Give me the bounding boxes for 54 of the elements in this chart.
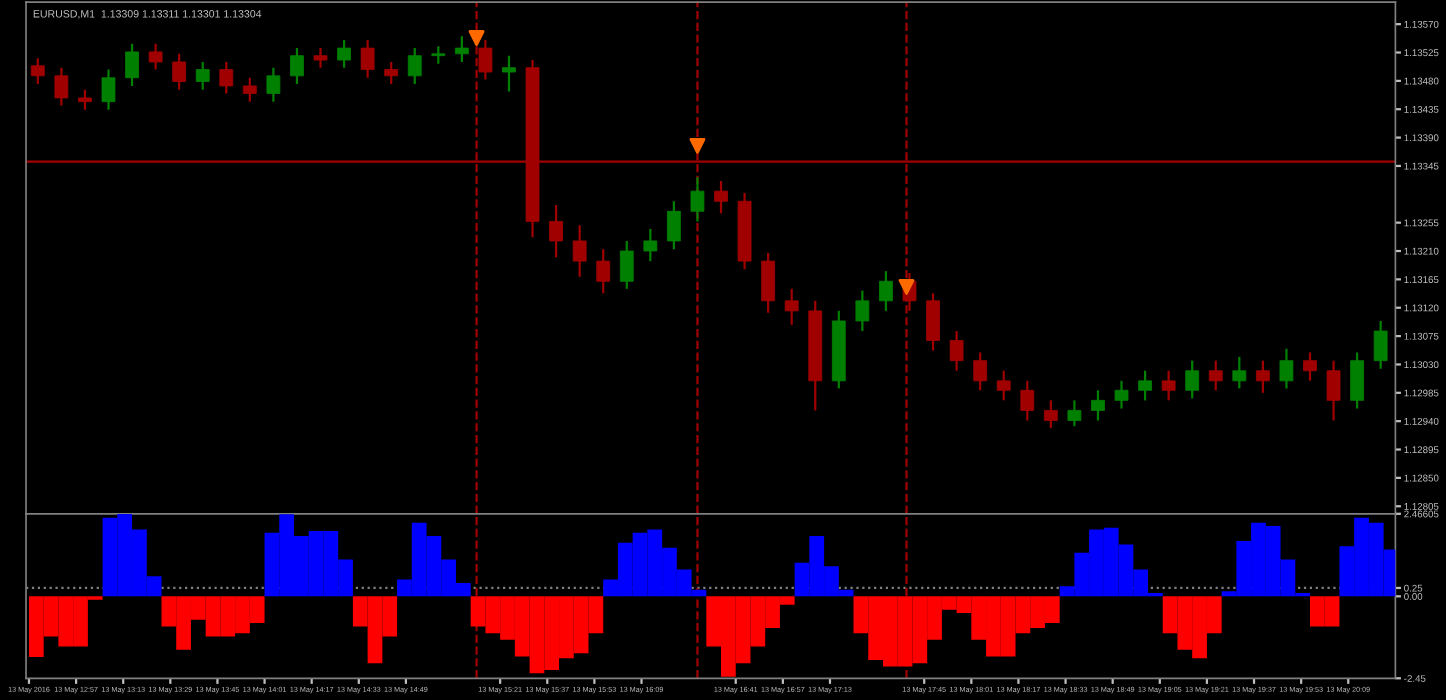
candlestick xyxy=(407,46,422,86)
candlestick xyxy=(195,60,210,91)
candlestick xyxy=(384,60,399,86)
candlestick xyxy=(1279,347,1294,390)
candlestick xyxy=(101,68,116,111)
candlestick xyxy=(949,329,964,372)
candlestick xyxy=(172,52,187,91)
candlestick xyxy=(761,251,776,314)
candlestick xyxy=(1043,399,1058,430)
candlestick xyxy=(1185,359,1200,400)
candlestick xyxy=(219,60,234,95)
candlestick xyxy=(1255,359,1270,394)
candlestick xyxy=(1020,379,1035,422)
candlestick xyxy=(690,176,705,223)
candlestick xyxy=(30,57,45,86)
candlestick xyxy=(996,369,1011,402)
candlestick xyxy=(667,200,681,251)
candlestick xyxy=(1326,359,1341,422)
candlestick xyxy=(78,88,92,111)
candlestick xyxy=(1350,351,1365,410)
candlestick xyxy=(502,54,516,93)
candlestick xyxy=(313,46,328,69)
point xyxy=(898,279,915,295)
candlestick xyxy=(360,38,375,79)
point xyxy=(468,30,485,46)
candlestick xyxy=(1138,369,1152,402)
candlestick xyxy=(454,35,469,64)
candlestick xyxy=(855,289,870,333)
candlestick xyxy=(337,38,351,69)
point xyxy=(689,137,706,154)
candlestick xyxy=(266,66,281,103)
candlestick xyxy=(1114,379,1129,410)
candlestick xyxy=(1208,359,1223,392)
candlestick xyxy=(596,248,611,295)
candlestick xyxy=(643,227,658,263)
candlestick xyxy=(242,76,257,103)
candlestick xyxy=(125,42,139,88)
candlestick xyxy=(784,287,799,326)
candlestick xyxy=(879,270,893,312)
candlestick xyxy=(290,46,304,86)
candlestick xyxy=(714,179,728,215)
candlestick xyxy=(549,203,563,259)
candlestick xyxy=(1373,319,1388,370)
candlestick xyxy=(973,351,988,392)
candlestick xyxy=(1091,389,1105,422)
candlestick xyxy=(1067,399,1082,428)
candlestick xyxy=(926,292,940,352)
candlestick xyxy=(619,239,634,290)
candlestick xyxy=(572,224,587,278)
candlestick xyxy=(1303,351,1317,382)
candlestick xyxy=(148,42,163,71)
candlestick xyxy=(54,66,69,107)
candlestick xyxy=(1161,369,1176,402)
candlestick xyxy=(1232,355,1247,390)
